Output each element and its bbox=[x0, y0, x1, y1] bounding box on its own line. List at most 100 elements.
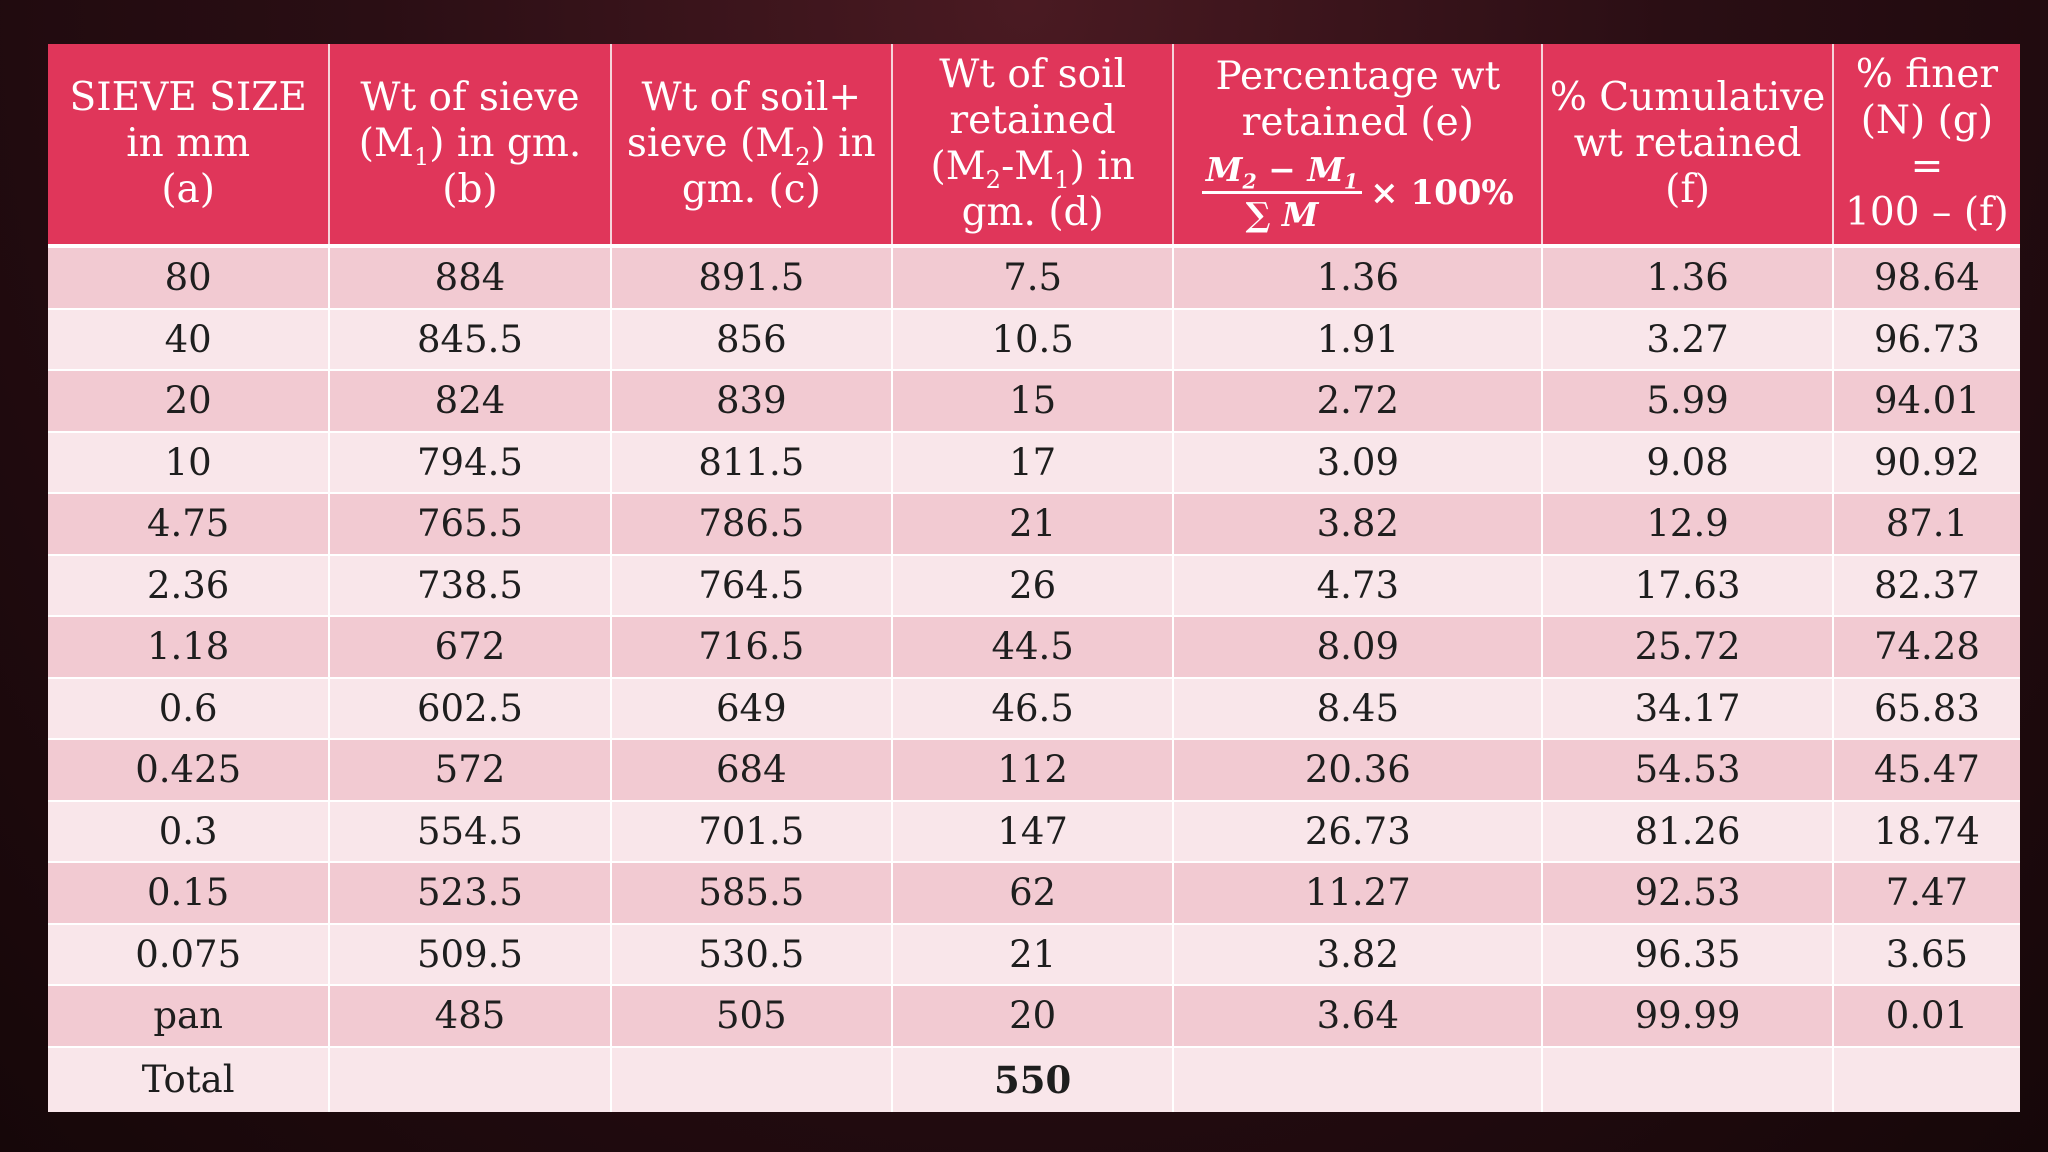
table-cell: 96.73 bbox=[1832, 308, 2020, 371]
table-cell: 92.53 bbox=[1542, 862, 1834, 925]
table-cell: 26.73 bbox=[1173, 800, 1544, 863]
table-cell: 764.5 bbox=[610, 554, 893, 617]
table-cell: 585.5 bbox=[610, 862, 893, 925]
table-cell: 34.17 bbox=[1542, 677, 1834, 740]
table-cell: 10.5 bbox=[891, 308, 1175, 371]
table-cell: 44.5 bbox=[891, 616, 1175, 679]
table-cell: 96.35 bbox=[1542, 923, 1834, 986]
table-cell bbox=[1832, 1046, 2020, 1112]
table-cell: 554.5 bbox=[329, 800, 612, 863]
table-cell: 530.5 bbox=[610, 923, 893, 986]
table-cell: 505 bbox=[610, 985, 893, 1048]
table-cell: 20.36 bbox=[1173, 739, 1544, 802]
table-cell: 99.99 bbox=[1542, 985, 1834, 1048]
header-row: SIEVE SIZE in mm (a) Wt of sieve (M1) in… bbox=[48, 44, 2020, 248]
table-cell: 3.64 bbox=[1173, 985, 1544, 1048]
table-cell: 738.5 bbox=[329, 554, 612, 617]
table-cell: 21 bbox=[891, 923, 1175, 986]
table-cell: 509.5 bbox=[329, 923, 612, 986]
table-row: 1.18 672 716.5 44.5 8.09 25.72 74.28 bbox=[48, 616, 2020, 679]
table-cell: 0.3 bbox=[48, 800, 331, 863]
header-line: Wt of soil bbox=[939, 52, 1127, 97]
table-cell: 8.45 bbox=[1173, 677, 1544, 740]
table-cell: 0.15 bbox=[48, 862, 331, 925]
table-cell: 45.47 bbox=[1832, 739, 2020, 802]
sieve-analysis-table: SIEVE SIZE in mm (a) Wt of sieve (M1) in… bbox=[48, 44, 2020, 1112]
table-cell: 839 bbox=[610, 370, 893, 433]
table-cell: 147 bbox=[891, 800, 1175, 863]
header-sieve-size: SIEVE SIZE in mm (a) bbox=[48, 44, 331, 248]
table-row: 0.075 509.5 530.5 21 3.82 96.35 3.65 bbox=[48, 923, 2020, 986]
table-cell: 884 bbox=[329, 246, 612, 310]
table-cell: 3.27 bbox=[1542, 308, 1834, 371]
header-percent-finer: % finer (N) (g) = 100 – (f) bbox=[1832, 44, 2020, 248]
table-cell bbox=[329, 1046, 612, 1112]
header-line: wt retained (f) bbox=[1573, 121, 1802, 212]
table-cell: 3.09 bbox=[1173, 431, 1544, 494]
table-cell: 3.82 bbox=[1173, 493, 1544, 556]
table-cell: 17 bbox=[891, 431, 1175, 494]
table-cell: 672 bbox=[329, 616, 612, 679]
table-cell bbox=[1542, 1046, 1834, 1112]
header-line: SIEVE SIZE bbox=[69, 75, 307, 120]
header-line: retained (e) bbox=[1241, 100, 1474, 145]
table-cell: 62 bbox=[891, 862, 1175, 925]
table-cell: 794.5 bbox=[329, 431, 612, 494]
table-cell: pan bbox=[48, 985, 331, 1048]
table-row: 10 794.5 811.5 17 3.09 9.08 90.92 bbox=[48, 431, 2020, 494]
table-cell: 845.5 bbox=[329, 308, 612, 371]
table-row: 2.36 738.5 764.5 26 4.73 17.63 82.37 bbox=[48, 554, 2020, 617]
table-cell: 5.99 bbox=[1542, 370, 1834, 433]
formula-denominator: ∑ M bbox=[1245, 195, 1319, 234]
header-line: in mm bbox=[126, 121, 251, 166]
table-cell: 80 bbox=[48, 246, 331, 310]
table-cell: 701.5 bbox=[610, 800, 893, 863]
table-cell: 1.18 bbox=[48, 616, 331, 679]
header-line: gm. (d) bbox=[961, 190, 1104, 235]
table-cell: 54.53 bbox=[1542, 739, 1834, 802]
table-cell: 87.1 bbox=[1832, 493, 2020, 556]
table-cell: 3.82 bbox=[1173, 923, 1544, 986]
table-cell: 7.5 bbox=[891, 246, 1175, 310]
total-label: Total bbox=[48, 1046, 331, 1112]
header-percentage-wt-retained: Percentage wt retained (e) M2 − M1 ∑ M ×… bbox=[1173, 44, 1544, 248]
header-line: (M1) in gm. bbox=[358, 121, 582, 171]
header-line: Wt of sieve bbox=[360, 75, 580, 120]
header-line: retained bbox=[949, 98, 1116, 143]
table-cell: 98.64 bbox=[1832, 246, 2020, 310]
total-value: 550 bbox=[891, 1046, 1175, 1112]
table-cell: 40 bbox=[48, 308, 331, 371]
table-cell: 1.36 bbox=[1173, 246, 1544, 310]
table-cell: 4.75 bbox=[48, 493, 331, 556]
header-line: Wt of soil+ bbox=[641, 75, 862, 120]
table-cell: 0.425 bbox=[48, 739, 331, 802]
table-cell: 786.5 bbox=[610, 493, 893, 556]
table-cell: 8.09 bbox=[1173, 616, 1544, 679]
table-cell: 17.63 bbox=[1542, 554, 1834, 617]
table-cell: 2.72 bbox=[1173, 370, 1544, 433]
table-cell: 21 bbox=[891, 493, 1175, 556]
table-cell: 74.28 bbox=[1832, 616, 2020, 679]
table-cell: 12.9 bbox=[1542, 493, 1834, 556]
table-cell: 0.01 bbox=[1832, 985, 2020, 1048]
table-cell: 811.5 bbox=[610, 431, 893, 494]
header-line: (b) bbox=[442, 167, 498, 212]
table-cell: 4.73 bbox=[1173, 554, 1544, 617]
percentage-formula: M2 − M1 ∑ M × 100% bbox=[1201, 151, 1514, 234]
table-cell: 15 bbox=[891, 370, 1175, 433]
table-cell: 81.26 bbox=[1542, 800, 1834, 863]
table-cell: 94.01 bbox=[1832, 370, 2020, 433]
table-cell: 90.92 bbox=[1832, 431, 2020, 494]
table-cell: 1.91 bbox=[1173, 308, 1544, 371]
table-row: 0.3 554.5 701.5 147 26.73 81.26 18.74 bbox=[48, 800, 2020, 863]
table-cell: 649 bbox=[610, 677, 893, 740]
table-cell: 11.27 bbox=[1173, 862, 1544, 925]
header-wt-of-soil-plus-sieve: Wt of soil+ sieve (M2) in gm. (c) bbox=[610, 44, 893, 248]
table-row: 0.425 572 684 112 20.36 54.53 45.47 bbox=[48, 739, 2020, 802]
table-cell: 112 bbox=[891, 739, 1175, 802]
table-cell bbox=[610, 1046, 893, 1112]
table-cell: 26 bbox=[891, 554, 1175, 617]
table-cell: 20 bbox=[48, 370, 331, 433]
total-row: Total 550 bbox=[48, 1046, 2020, 1112]
header-line: (a) bbox=[161, 167, 215, 212]
